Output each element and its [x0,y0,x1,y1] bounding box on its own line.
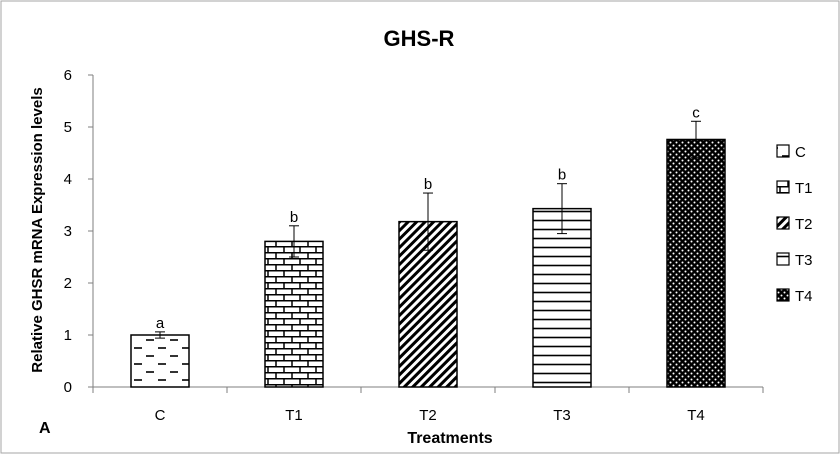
legend-swatch-T1 [776,180,790,194]
x-tick-label: T2 [419,407,437,424]
legend-label: T2 [795,216,813,233]
legend-swatch-T3 [776,252,790,266]
legend-swatch-T2 [776,216,790,230]
x-tick-label: C [155,407,166,424]
chart-title: GHS-R [384,26,455,51]
bar-C [130,334,190,388]
legend: C T1 T2 T3 T4 [776,144,813,305]
y-tick-label: 2 [64,275,72,292]
y-tick-label: 5 [64,119,72,136]
y-tick-label: 0 [64,379,72,396]
y-tick-label: 3 [64,223,72,240]
legend-label: T3 [795,252,813,269]
y-tick-label: 1 [64,327,72,344]
y-axis-label: Relative GHSR mRNA Expression levels [29,87,46,372]
y-axis: 0 1 2 3 4 5 6 [64,67,94,396]
significance-letter: b [290,209,298,226]
y-tick-label: 6 [64,67,72,84]
x-tick-label: T3 [553,407,571,424]
legend-swatch-T4 [776,288,790,302]
significance-letter: a [156,315,165,332]
legend-label: C [795,144,806,161]
x-axis: C T1 T2 T3 T4 [92,386,764,424]
legend-swatch-C [776,144,790,158]
bar-T3 [532,207,592,388]
legend-label: T1 [795,180,813,197]
bars: a b b b c [130,104,726,388]
x-tick-label: T1 [285,407,303,424]
significance-letter: b [558,167,566,184]
panel-label: A [39,420,51,437]
x-axis-label: Treatments [407,430,492,447]
y-tick-label: 4 [64,171,72,188]
significance-letter: c [692,104,700,121]
legend-label: T4 [795,288,813,305]
bar-T4 [666,138,726,388]
x-tick-label: T4 [687,407,705,424]
bar-T1 [264,240,324,388]
significance-letter: b [424,176,432,193]
